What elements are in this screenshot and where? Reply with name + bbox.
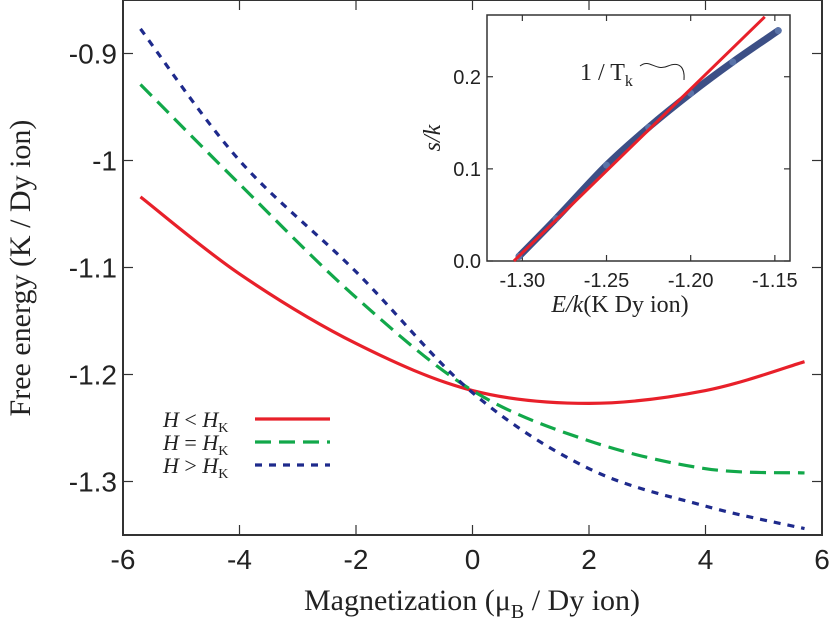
series-line-2 <box>139 27 805 531</box>
inset-data-point <box>729 58 737 66</box>
x-tick-label: 0 <box>465 544 481 575</box>
x-tick-label: -2 <box>344 544 369 575</box>
inset-x-tick-label: -1.15 <box>752 270 798 292</box>
legend: H < HKH = HKH > HK <box>162 407 330 482</box>
y-axis-label: Free energy (K / Dy ion) <box>4 120 37 417</box>
inset-y-tick-label: 0.0 <box>453 251 481 273</box>
legend-label-2: H > HK <box>162 453 228 482</box>
inset-plot: -1.30 -1.25 -1.20 -1.15 0.0 0.1 0.2 <box>453 14 798 292</box>
inset-data-point <box>603 161 611 169</box>
y-tick-label: -1.1 <box>69 253 117 284</box>
inset-y-tick-label: 0.2 <box>453 67 481 89</box>
x-axis-label: Magnetization (μB / Dy ion) <box>304 584 640 618</box>
x-tick-label: -6 <box>111 544 136 575</box>
inset-y-tick-label: 0.1 <box>453 159 481 181</box>
inset-x-tick-label: -1.30 <box>500 270 546 292</box>
y-tick-label: -1.3 <box>69 467 117 498</box>
x-tick-label: 2 <box>581 544 597 575</box>
inset-x-tick-label: -1.20 <box>668 270 714 292</box>
inset-annotation: 1 / Tk <box>580 60 633 90</box>
legend-label-1: H = HK <box>162 430 228 459</box>
inset-data-point <box>774 27 782 35</box>
x-tick-label: 6 <box>814 544 830 575</box>
legend-label-0: H < HK <box>162 407 228 436</box>
inset-x-tick-label: -1.25 <box>584 270 630 292</box>
y-tick-label: -1.2 <box>69 360 117 391</box>
y-tick-label: -1 <box>92 146 117 177</box>
annotation-arrow <box>639 62 685 81</box>
y-tick-label: -0.9 <box>69 39 117 70</box>
x-tick-label: -4 <box>227 544 252 575</box>
inset-x-axis-label: E/k(K Dy ion) <box>550 292 688 318</box>
x-tick-label: 4 <box>698 544 714 575</box>
main-plot: -6 -4 -2 0 2 4 6 -0.9 -1 -1.1 -1.2 -1.3 <box>69 0 830 575</box>
inset-y-axis-label: s/k <box>420 124 446 151</box>
inset-fit-line <box>512 15 766 263</box>
